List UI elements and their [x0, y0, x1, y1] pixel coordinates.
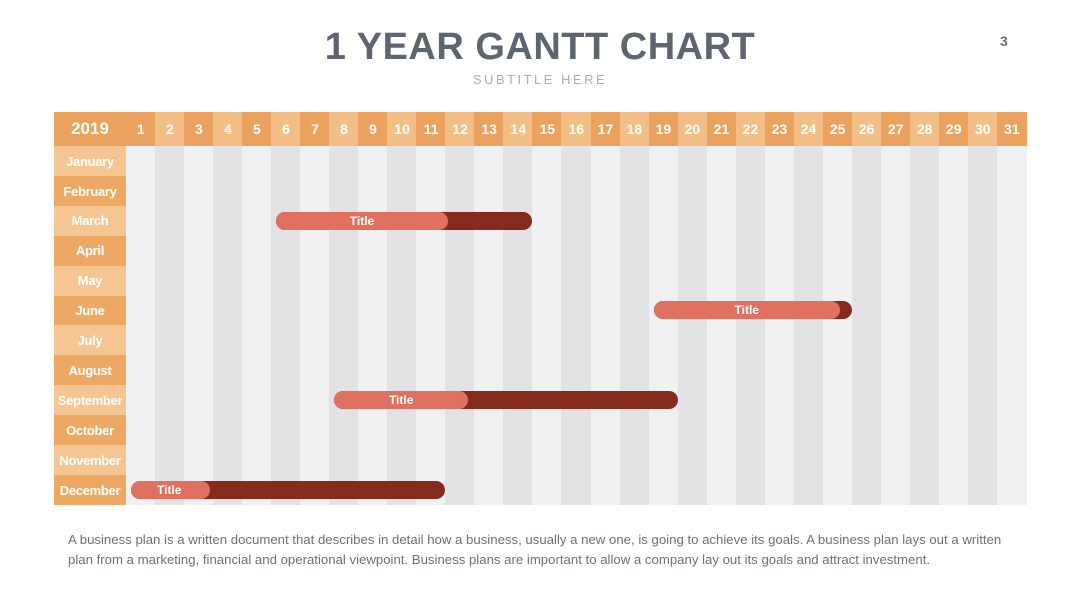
day-column-stripe — [735, 146, 766, 505]
day-column-stripe — [329, 146, 359, 505]
description-text: A business plan is a written document th… — [68, 532, 1002, 567]
task-progress-fill: Title — [653, 301, 840, 320]
day-header-23: 23 — [764, 112, 795, 146]
day-column-stripe — [242, 146, 272, 505]
day-column-stripe — [706, 146, 737, 505]
task-bar: Title — [334, 391, 678, 410]
page-subtitle: SUBTITLE HERE — [472, 72, 608, 87]
month-label-march: March — [54, 205, 126, 237]
day-header-6: 6 — [271, 112, 301, 146]
day-header-29: 29 — [938, 112, 969, 146]
month-label-february: February — [54, 175, 126, 207]
day-column-stripe — [764, 146, 795, 505]
day-header-24: 24 — [793, 112, 824, 146]
day-column-stripe — [793, 146, 824, 505]
day-header-31: 31 — [996, 112, 1027, 146]
day-header-2: 2 — [155, 112, 185, 146]
day-column-stripe — [648, 146, 679, 505]
day-header-16: 16 — [561, 112, 592, 146]
day-header-18: 18 — [619, 112, 650, 146]
day-header-22: 22 — [735, 112, 766, 146]
day-column-stripe — [851, 146, 882, 505]
day-column-stripe — [822, 146, 853, 505]
task-progress-fill: Title — [276, 211, 448, 230]
task-progress-fill: Title — [131, 480, 210, 499]
day-header-4: 4 — [213, 112, 243, 146]
month-label-june: June — [54, 295, 126, 326]
day-column-stripe — [503, 146, 534, 505]
day-column-stripe — [445, 146, 475, 505]
task-label: Title — [157, 482, 182, 497]
day-column-stripe — [967, 146, 998, 505]
day-header-10: 10 — [387, 112, 417, 146]
task-progress-fill: Title — [334, 391, 469, 410]
day-header-30: 30 — [967, 112, 998, 146]
day-header-3: 3 — [184, 112, 214, 146]
day-header-14: 14 — [503, 112, 534, 146]
day-header-12: 12 — [445, 112, 475, 146]
day-column-stripe — [561, 146, 592, 505]
gantt-chart: 2019 1 2 3 4 5 6 7 8 9 10 11 12 13 14 15 16 17 18 19 20 21 22 2… — [54, 112, 1027, 506]
day-header-21: 21 — [706, 112, 737, 146]
task-label: Title — [388, 393, 414, 408]
month-label-may: May — [54, 265, 126, 296]
month-label-july: July — [54, 325, 126, 356]
month-label-august: August — [54, 355, 126, 386]
day-column-stripe — [416, 146, 446, 505]
day-header-5: 5 — [242, 112, 272, 146]
month-label-september: September — [54, 385, 126, 416]
month-label-april: April — [54, 235, 126, 267]
day-column-stripe — [474, 146, 504, 505]
task-bar: Title — [131, 480, 446, 499]
day-header-25: 25 — [822, 112, 853, 146]
day-column-stripe — [126, 146, 156, 505]
day-column-stripe — [213, 146, 243, 505]
day-column-stripe — [996, 146, 1027, 505]
day-header-26: 26 — [851, 112, 882, 146]
day-column-stripe — [300, 146, 330, 505]
month-label-december: December — [54, 474, 126, 506]
day-column-stripe — [619, 146, 650, 505]
day-header-1: 1 — [126, 112, 156, 146]
day-column-stripe — [909, 146, 940, 505]
day-column-stripe — [387, 146, 417, 505]
day-column-stripe — [938, 146, 969, 505]
day-header-7: 7 — [300, 112, 330, 146]
day-header-27: 27 — [880, 112, 911, 146]
task-bar: Title — [653, 301, 852, 320]
day-header-19: 19 — [648, 112, 679, 146]
day-column-stripe — [358, 146, 388, 505]
day-column-stripe — [184, 146, 214, 505]
day-header-8: 8 — [329, 112, 359, 146]
day-header-15: 15 — [532, 112, 563, 146]
task-bar: Title — [276, 211, 533, 230]
day-column-stripe — [677, 146, 708, 505]
month-label-november: November — [54, 445, 126, 476]
year-label: 2019 — [54, 112, 126, 146]
page-title: 1 YEAR GANTT CHART — [324, 26, 756, 68]
day-header-17: 17 — [590, 112, 621, 146]
day-header-11: 11 — [416, 112, 446, 146]
month-label-october: October — [54, 415, 126, 446]
day-column-stripe — [271, 146, 301, 505]
day-header-28: 28 — [909, 112, 940, 146]
day-column-stripe — [532, 146, 563, 505]
task-label: Title — [734, 303, 759, 318]
day-column-stripe — [590, 146, 621, 505]
day-header-20: 20 — [677, 112, 708, 146]
day-header-9: 9 — [358, 112, 388, 146]
day-column-stripe — [155, 146, 185, 505]
day-header-13: 13 — [474, 112, 504, 146]
day-column-stripe — [880, 146, 911, 505]
month-label-january: January — [54, 146, 126, 177]
page-number: 3 — [1000, 33, 1008, 49]
task-label: Title — [349, 213, 375, 228]
